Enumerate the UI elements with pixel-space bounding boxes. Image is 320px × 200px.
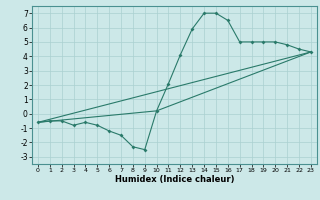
X-axis label: Humidex (Indice chaleur): Humidex (Indice chaleur) bbox=[115, 175, 234, 184]
